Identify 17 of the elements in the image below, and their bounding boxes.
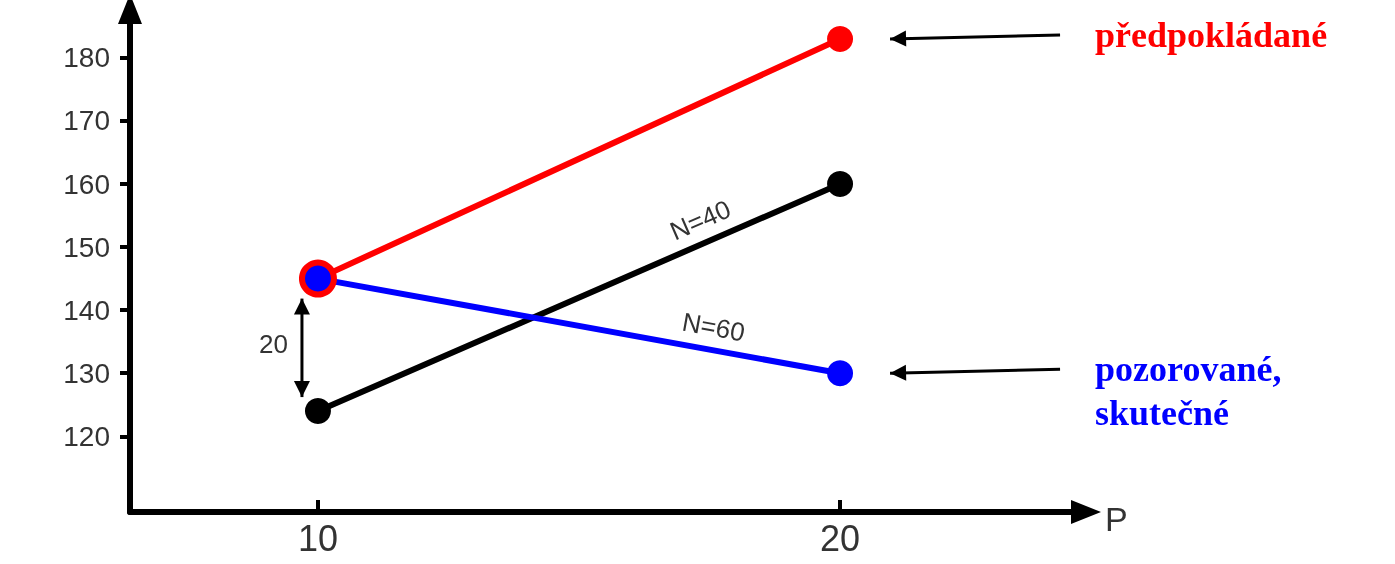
point	[827, 171, 854, 197]
x-tick-label: 10	[297, 517, 338, 559]
y-tick-label: 160	[63, 168, 110, 200]
text: pozorované, skutečné	[1095, 348, 1283, 436]
y-tick-label: 140	[63, 294, 110, 326]
y-tick-label: 170	[63, 105, 110, 137]
annotation: N=60	[679, 307, 748, 349]
annotation: 20	[258, 329, 288, 361]
y-tick-label: 150	[63, 231, 110, 263]
y-tick-label: 180	[63, 42, 110, 74]
y-tick-label: 120	[63, 420, 110, 452]
x-axis-title: P	[1105, 500, 1128, 538]
text: předpokládané	[1095, 13, 1328, 57]
point	[304, 398, 331, 425]
point	[827, 360, 854, 387]
annotation: N=40	[665, 193, 736, 248]
y-tick-label: 130	[63, 357, 110, 389]
